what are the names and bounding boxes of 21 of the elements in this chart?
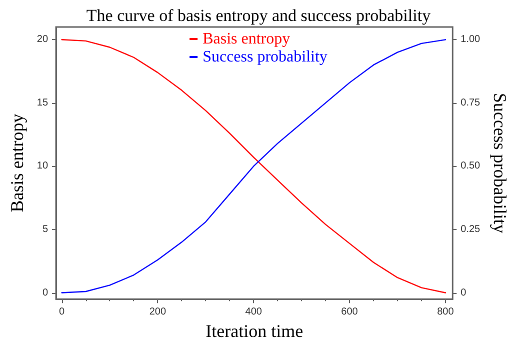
legend-label: Basis entropy bbox=[202, 30, 290, 48]
y-axis-title: Basis entropy bbox=[7, 114, 27, 212]
y-tick-label: 15 bbox=[36, 97, 48, 108]
chart-title: The curve of basis entropy and success probability bbox=[86, 6, 432, 25]
x-axis-title: Iteration time bbox=[206, 321, 304, 341]
x-tick-label: 400 bbox=[245, 306, 262, 318]
x-tick-label: 600 bbox=[341, 306, 358, 318]
x-tick-label: 200 bbox=[149, 306, 166, 318]
y2-tick-label: 0 bbox=[460, 287, 467, 298]
y2-axis-title: Success probability bbox=[490, 92, 510, 234]
y-tick-label: 5 bbox=[42, 224, 48, 235]
x-tick-label: 0 bbox=[58, 306, 65, 318]
x-tick-label: 800 bbox=[437, 306, 454, 318]
legend-label: Success probability bbox=[202, 48, 328, 66]
y-tick-label: 20 bbox=[36, 34, 48, 46]
y-tick-label: 0 bbox=[42, 287, 48, 298]
y2-tick-label: 0.75 bbox=[460, 97, 481, 108]
y2-tick-label: 0.25 bbox=[460, 224, 481, 235]
y-tick-label: 10 bbox=[36, 160, 48, 172]
y2-tick-label: 1.00 bbox=[460, 34, 481, 46]
y2-tick-label: 0.50 bbox=[460, 160, 481, 172]
